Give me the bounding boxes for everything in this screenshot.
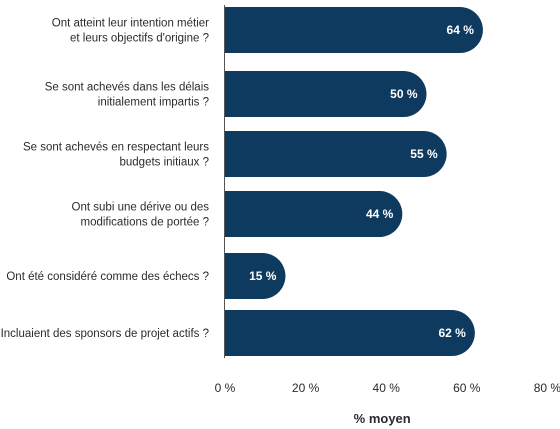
data-label: 15 % (249, 269, 277, 283)
category-label-line: Ont été considéré comme des échecs ? (6, 271, 209, 283)
bar (225, 71, 427, 117)
category-labels-layer: Ont atteint leur intention métier et leur… (1, 18, 210, 341)
category-label: Ont été considéré comme des échecs ? (6, 271, 209, 283)
category-label: Se sont achevés dans les délais initialem… (45, 82, 210, 109)
category-label-line: Incluaient des sponsors de projet actifs… (1, 328, 209, 340)
data-label: 64 % (447, 23, 475, 37)
category-label-line: modifications de portée ? (81, 217, 210, 229)
x-tick-label: 20 % (292, 381, 320, 395)
category-label-line: et leurs objectifs d'origine ? (70, 33, 209, 45)
data-label: 55 % (410, 147, 438, 161)
x-tick-label: 40 % (373, 381, 401, 395)
category-label-line: Se sont achevés dans les délais (45, 82, 210, 94)
bar (225, 131, 447, 177)
bars-layer: 64 % 50 % 55 % 44 % 15 % 62 % (225, 7, 483, 356)
x-tick-label: 80 % (534, 381, 560, 395)
category-label: Ont atteint leur intention métier et leur… (52, 18, 209, 45)
category-label-line: Ont atteint leur intention métier (52, 18, 209, 30)
data-label: 44 % (366, 207, 394, 221)
bar (225, 191, 403, 237)
x-tick-label: 60 % (453, 381, 481, 395)
category-label-line: Ont subi une dérive ou des (72, 202, 210, 214)
data-label: 50 % (390, 87, 418, 101)
category-label: Incluaient des sponsors de projet actifs… (1, 328, 209, 340)
category-label: Se sont achevés en respectant leurs budge… (23, 142, 209, 169)
x-axis: 0 % 20 % 40 % 60 % 80 % (215, 5, 560, 395)
data-label: 62 % (439, 326, 467, 340)
x-tick-label: 0 % (215, 381, 236, 395)
x-axis-title: % moyen (354, 411, 411, 426)
category-label-line: budgets initiaux ? (119, 157, 209, 169)
bar (225, 310, 475, 356)
bar (225, 253, 286, 299)
category-label: Ont subi une dérive ou des modifications … (72, 202, 210, 229)
category-label-line: Se sont achevés en respectant leurs (23, 142, 209, 154)
bar (225, 7, 483, 53)
category-label-line: initialement impartis ? (98, 97, 209, 109)
